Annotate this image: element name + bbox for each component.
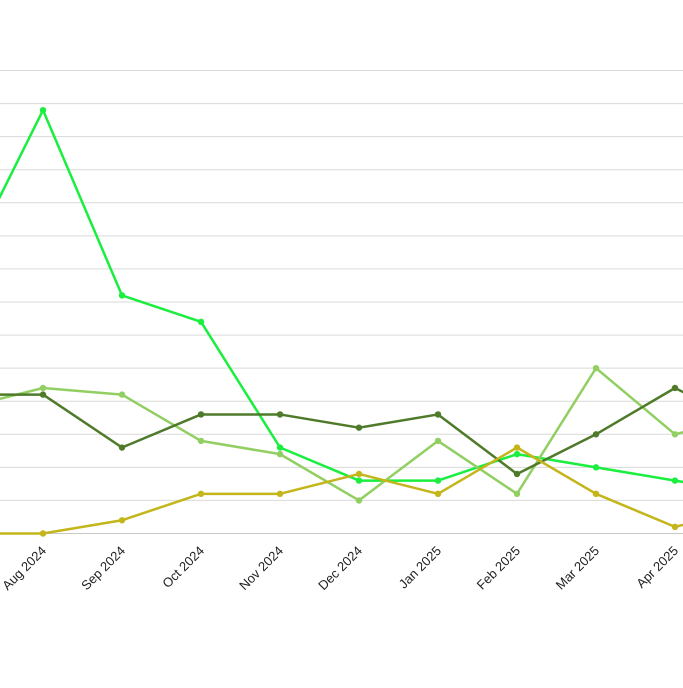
x-tick-label: Feb 2025 [474, 543, 523, 592]
x-axis: Aug 2024 Sep 2024 Oct 2024 Nov 2024 Dec 2024… [0, 543, 681, 593]
x-tick-label: Jan 2025 [396, 543, 444, 591]
data-point[interactable] [513, 450, 521, 458]
data-point[interactable] [197, 437, 205, 445]
data-point[interactable] [592, 431, 600, 438]
data-point[interactable] [592, 364, 600, 372]
data-point[interactable] [434, 437, 442, 445]
data-point[interactable] [671, 523, 679, 531]
series-3 [0, 384, 683, 478]
data-point[interactable] [197, 318, 205, 326]
data-point[interactable] [592, 464, 600, 471]
data-point[interactable] [276, 450, 284, 458]
data-point[interactable] [513, 444, 521, 451]
data-point[interactable] [118, 444, 126, 451]
data-point[interactable] [434, 411, 442, 418]
data-point[interactable] [355, 497, 363, 504]
data-point[interactable] [355, 470, 363, 478]
data-point[interactable] [39, 530, 47, 537]
data-point[interactable] [276, 411, 284, 418]
data-point[interactable] [671, 477, 679, 484]
data-point[interactable] [197, 490, 205, 498]
data-point[interactable] [118, 391, 126, 398]
x-tick-label: Aug 2024 [0, 543, 49, 593]
x-tick-label: Oct 2024 [159, 543, 207, 591]
data-point[interactable] [671, 384, 679, 392]
data-point[interactable] [355, 477, 363, 484]
data-point[interactable] [276, 490, 284, 498]
series-2 [0, 364, 683, 504]
x-tick-label: Dec 2024 [315, 543, 365, 593]
x-tick-label: Mar 2025 [553, 543, 602, 592]
x-tick-label: Apr 2025 [633, 543, 681, 591]
data-point[interactable] [39, 106, 47, 114]
data-point[interactable] [513, 490, 521, 498]
series-1 [0, 106, 683, 484]
series-4 [0, 444, 683, 537]
data-point[interactable] [671, 431, 679, 438]
data-point[interactable] [276, 444, 284, 451]
data-point[interactable] [355, 424, 363, 431]
x-tick-label: Nov 2024 [236, 543, 286, 593]
data-point[interactable] [434, 477, 442, 484]
series-lines [0, 106, 683, 537]
data-point[interactable] [513, 470, 521, 478]
grid-lines [0, 70, 683, 534]
data-point[interactable] [118, 292, 126, 299]
data-point[interactable] [39, 391, 47, 398]
data-point[interactable] [592, 490, 600, 498]
data-point[interactable] [39, 384, 47, 392]
x-tick-label: Sep 2024 [78, 543, 128, 593]
data-point[interactable] [434, 490, 442, 498]
data-point[interactable] [118, 517, 126, 524]
data-point[interactable] [197, 411, 205, 418]
